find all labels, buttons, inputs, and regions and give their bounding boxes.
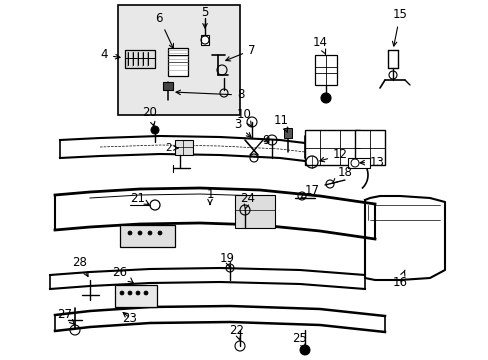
Text: 10: 10 [236, 108, 251, 127]
Bar [284, 128, 291, 138]
Bar [168, 48, 187, 76]
Text: 5: 5 [201, 5, 208, 28]
Bar [235, 195, 274, 228]
Text: 27: 27 [58, 309, 74, 324]
Circle shape [320, 93, 330, 103]
Text: 20: 20 [142, 105, 157, 126]
Text: 15: 15 [392, 9, 407, 46]
Text: 11: 11 [273, 113, 288, 132]
Bar [115, 285, 157, 307]
Text: 3: 3 [234, 118, 250, 137]
Text: 28: 28 [72, 256, 88, 276]
Circle shape [151, 126, 159, 134]
Bar [201, 35, 208, 45]
Text: 1: 1 [206, 189, 213, 204]
Circle shape [148, 231, 152, 235]
Text: 25: 25 [292, 332, 307, 350]
Text: 6: 6 [155, 12, 173, 48]
Text: 2: 2 [164, 143, 178, 153]
Bar [354, 130, 384, 165]
Text: 18: 18 [332, 166, 352, 183]
Bar [314, 55, 336, 85]
Text: 4: 4 [101, 49, 120, 62]
Text: 9: 9 [262, 134, 269, 147]
Text: 21: 21 [130, 192, 149, 204]
Text: 23: 23 [122, 311, 137, 324]
Circle shape [128, 231, 132, 235]
Text: 8: 8 [176, 89, 244, 102]
Circle shape [136, 291, 140, 295]
Text: 24: 24 [240, 192, 255, 210]
Text: 16: 16 [392, 270, 407, 288]
Text: 7: 7 [225, 44, 255, 61]
Text: 26: 26 [112, 266, 133, 283]
Bar [120, 225, 175, 247]
Circle shape [143, 291, 148, 295]
Bar [163, 82, 173, 90]
Text: 19: 19 [219, 252, 234, 267]
Circle shape [138, 231, 142, 235]
Bar [305, 130, 359, 165]
Text: 14: 14 [312, 36, 327, 54]
Bar [118, 5, 240, 115]
Bar [125, 50, 155, 68]
Bar [175, 140, 193, 155]
Circle shape [128, 291, 132, 295]
Bar [347, 158, 369, 168]
Text: 12: 12 [319, 148, 347, 162]
Circle shape [158, 231, 162, 235]
Circle shape [120, 291, 124, 295]
Text: 22: 22 [229, 324, 244, 340]
Text: 13: 13 [359, 156, 384, 168]
Polygon shape [364, 196, 444, 280]
Text: 17: 17 [301, 184, 319, 198]
Circle shape [299, 345, 309, 355]
